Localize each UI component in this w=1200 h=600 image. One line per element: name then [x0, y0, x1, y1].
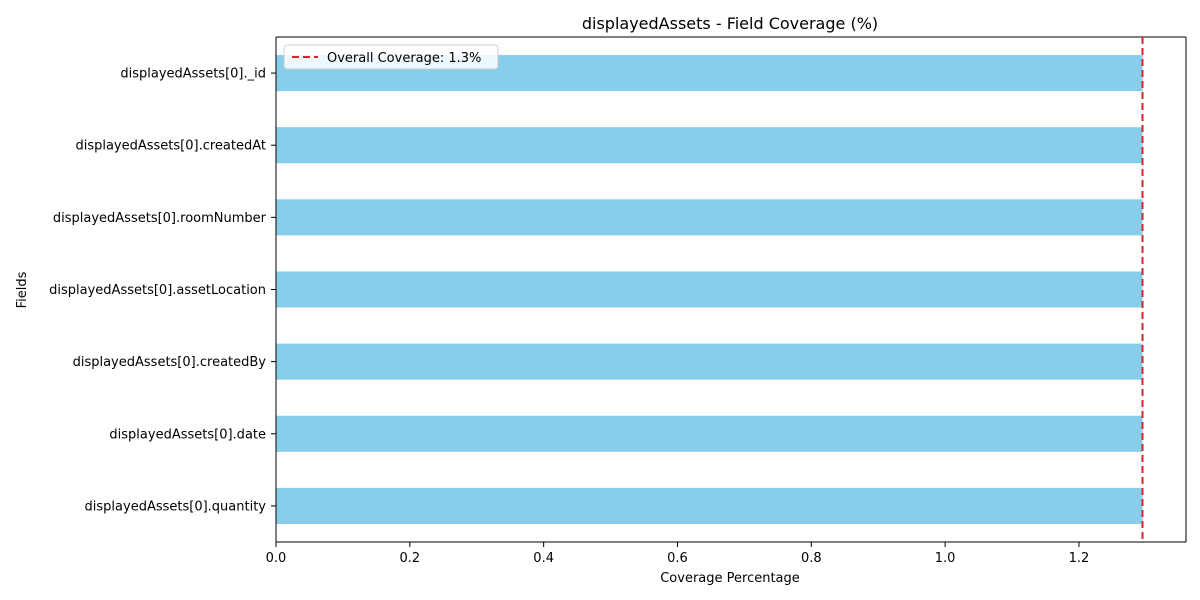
x-tick-label: 0.2 [399, 551, 420, 566]
x-tick-label: 1.2 [1069, 551, 1090, 566]
x-tick-label: 0.0 [266, 551, 287, 566]
y-tick-label: displayedAssets[0].createdBy [73, 355, 267, 370]
y-tick-label: displayedAssets[0].date [109, 427, 266, 442]
y-tick-label: displayedAssets[0].assetLocation [49, 283, 266, 298]
y-tick-label: displayedAssets[0].roomNumber [53, 211, 267, 226]
bar-3 [276, 271, 1143, 308]
y-tick-label: displayedAssets[0].quantity [85, 499, 267, 514]
bar-1 [276, 127, 1143, 164]
bar-4 [276, 343, 1143, 380]
bar-6 [276, 487, 1143, 524]
y-axis-label: Fields [15, 271, 30, 308]
x-tick-label: 1.0 [935, 551, 956, 566]
bars-layer [276, 55, 1143, 524]
x-axis-label: Coverage Percentage [660, 571, 800, 586]
axes-layer: displayedAssets[0]._id displayedAssets[0]… [49, 36, 1187, 566]
x-tick-label: 0.6 [667, 551, 688, 566]
y-tick-label: displayedAssets[0]._id [120, 67, 266, 82]
bar-2 [276, 199, 1143, 236]
x-tick-label: 0.8 [801, 551, 822, 566]
chart-title: displayedAssets - Field Coverage (%) [582, 14, 878, 33]
legend: Overall Coverage: 1.3% [283, 44, 499, 70]
legend-label: Overall Coverage: 1.3% [327, 51, 481, 66]
y-tick-label: displayedAssets[0].createdAt [75, 139, 266, 154]
x-tick-label: 0.4 [533, 551, 554, 566]
bar-5 [276, 415, 1143, 452]
legend-box [283, 44, 499, 70]
